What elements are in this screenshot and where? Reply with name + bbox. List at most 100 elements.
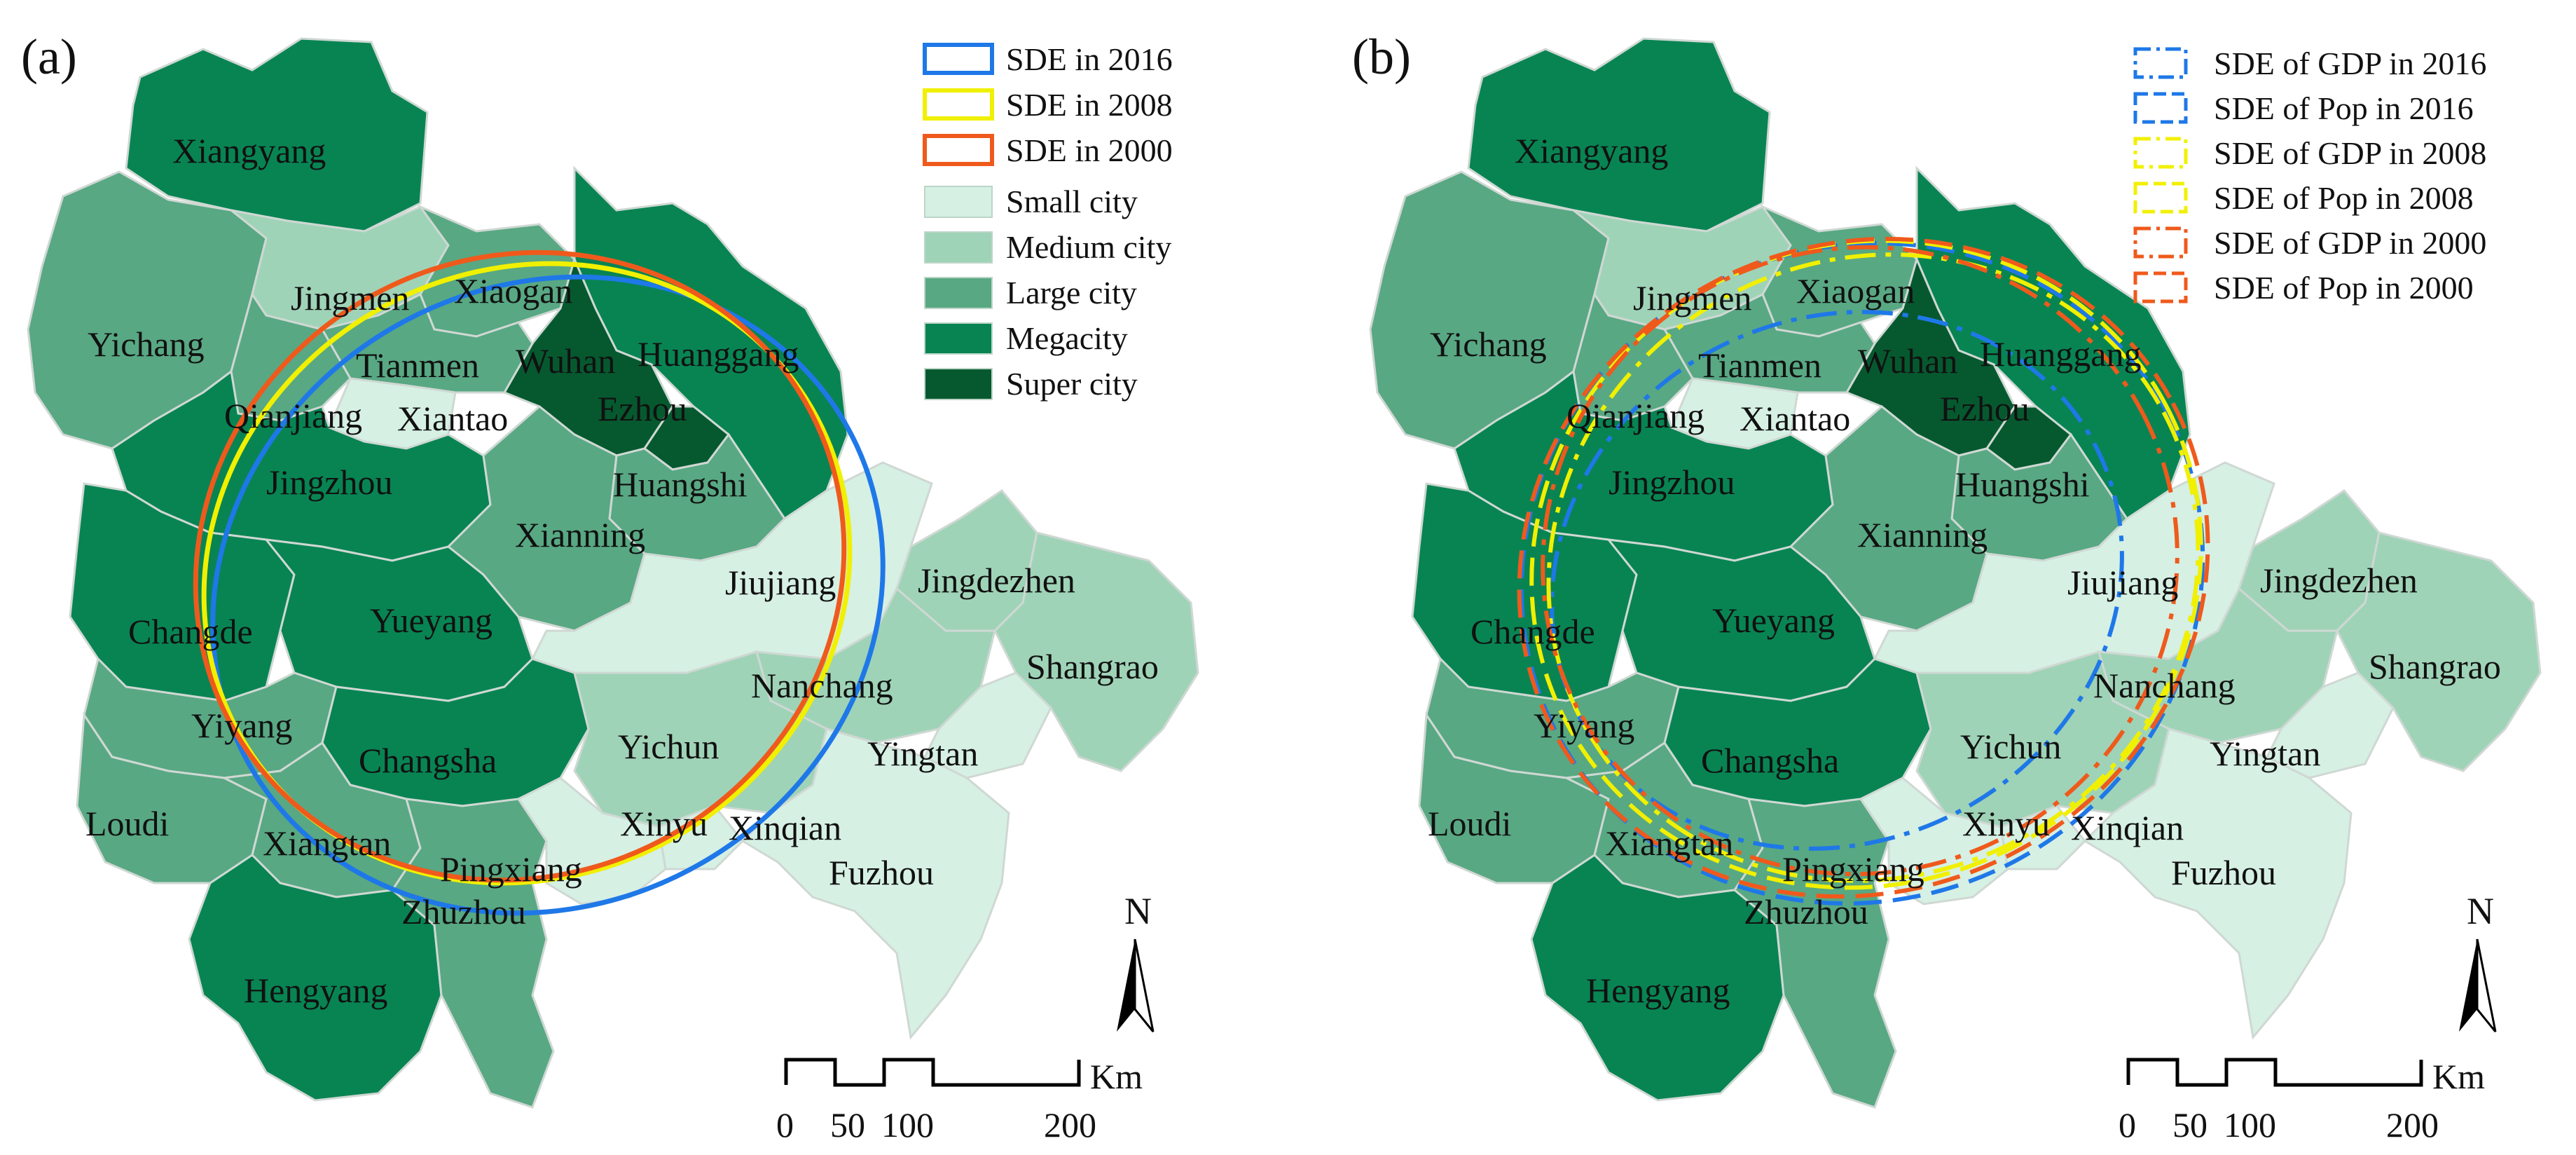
scale-tick-100-b: 100 bbox=[2224, 1105, 2276, 1144]
city-label-jingzhou: Jingzhou bbox=[266, 463, 393, 502]
city-label-jiujiang: Jiujiang bbox=[2067, 563, 2178, 602]
scale-bar-a: Km 0 50 100 200 bbox=[776, 1057, 1143, 1144]
city-label-xianning: Xianning bbox=[1857, 515, 1988, 554]
panel-b: (b) Xiangyang Jingmen Xiaogan Yichang Ti… bbox=[1352, 29, 2542, 1144]
city-label-ezhou: Ezhou bbox=[1940, 389, 2030, 428]
legend-label-sde-pop-2016: SDE of Pop in 2016 bbox=[2214, 90, 2474, 126]
north-arrow-left-half bbox=[1117, 939, 1135, 1032]
legend-label-large-city: Large city bbox=[1006, 275, 1137, 310]
city-label-changde: Changde bbox=[1470, 612, 1595, 651]
city-label-xiangtan: Xiangtan bbox=[1605, 823, 1733, 863]
city-label-changde: Changde bbox=[128, 612, 253, 651]
legend-swatch-sde-gdp-2008 bbox=[2133, 137, 2188, 169]
city-label-xiaogan: Xiaogan bbox=[454, 271, 572, 310]
city-label-xiaogan: Xiaogan bbox=[1796, 271, 1915, 310]
city-label-qianjiang: Qianjiang bbox=[224, 396, 362, 435]
city-label-yichang: Yichang bbox=[1430, 324, 1547, 364]
legend-swatch-sde-pop-2000 bbox=[2133, 271, 2188, 303]
city-label-tianmen: Tianmen bbox=[1698, 346, 1821, 385]
city-label-wuhan: Wuhan bbox=[516, 341, 615, 381]
city-label-xinqian: Xinqian bbox=[2071, 808, 2184, 847]
legend-swatch-sde-pop-2008 bbox=[2133, 182, 2188, 214]
city-label-changsha: Changsha bbox=[359, 741, 497, 780]
legend-swatch-sde-gdp-2016 bbox=[2133, 47, 2188, 79]
panel-label-b: (b) bbox=[1352, 29, 1411, 85]
legend-swatch-small-city bbox=[924, 186, 993, 218]
city-label-xiangyang: Xiangyang bbox=[172, 131, 326, 170]
legend-label-super-city: Super city bbox=[1006, 366, 1138, 402]
city-label-yiyang: Yiyang bbox=[191, 706, 292, 745]
legend-swatch-sde-pop-2016 bbox=[2133, 92, 2188, 124]
city-label-changsha: Changsha bbox=[1701, 741, 1839, 780]
city-label-jingmen: Jingmen bbox=[1633, 278, 1751, 317]
scale-unit-a: Km bbox=[1090, 1057, 1143, 1096]
city-label-yichun: Yichun bbox=[618, 727, 719, 766]
legend-label-sde-gdp-2016: SDE of GDP in 2016 bbox=[2214, 46, 2486, 81]
city-label-fuzhou: Fuzhou bbox=[829, 853, 934, 892]
city-label-xinqian: Xinqian bbox=[729, 808, 841, 847]
city-label-huanggang: Huanggang bbox=[1980, 334, 2142, 374]
legend-label-sde-gdp-2008: SDE of GDP in 2008 bbox=[2214, 135, 2486, 171]
scale-tick-50-b: 50 bbox=[2172, 1105, 2207, 1144]
city-label-huangshi: Huangshi bbox=[1955, 465, 2090, 504]
city-label-zhuzhou: Zhuzhou bbox=[1744, 892, 1868, 931]
city-labels-a: Xiangyang Jingmen Xiaogan Yichang Tianme… bbox=[85, 131, 1159, 1010]
north-arrow-right-half bbox=[2476, 938, 2497, 1032]
city-label-xiangtan: Xiangtan bbox=[263, 823, 391, 863]
city-label-xiantao: Xiantao bbox=[1740, 399, 1850, 438]
city-label-shangrao: Shangrao bbox=[1026, 647, 1159, 686]
sde-2016-ellipse bbox=[210, 274, 886, 916]
north-arrow-label-b: N bbox=[2467, 890, 2494, 932]
city-label-hengyang: Hengyang bbox=[1586, 971, 1730, 1010]
city-label-huangshi: Huangshi bbox=[613, 465, 748, 504]
legend-b: SDE of GDP in 2016 SDE of Pop in 2016 SD… bbox=[2133, 46, 2486, 306]
legend-label-megacity: Megacity bbox=[1006, 320, 1128, 356]
city-label-nanchang: Nanchang bbox=[2093, 666, 2236, 705]
city-label-yingtan: Yingtan bbox=[867, 734, 978, 773]
legend-swatch-super-city bbox=[924, 368, 993, 400]
city-label-xianning: Xianning bbox=[515, 515, 645, 554]
north-arrow-right-half bbox=[1134, 938, 1155, 1032]
city-labels-b: Xiangyang Jingmen Xiaogan Yichang Tianme… bbox=[1428, 131, 2501, 1010]
city-label-hengyang: Hengyang bbox=[244, 971, 388, 1010]
city-label-fuzhou: Fuzhou bbox=[2171, 853, 2276, 892]
city-label-yueyang: Yueyang bbox=[370, 601, 493, 640]
city-label-loudi: Loudi bbox=[85, 804, 169, 843]
scale-tick-0-a: 0 bbox=[776, 1105, 794, 1144]
scale-tick-0-b: 0 bbox=[2119, 1105, 2136, 1144]
legend-label-sde-2000: SDE in 2000 bbox=[1006, 132, 1173, 168]
city-label-loudi: Loudi bbox=[1428, 804, 1511, 843]
legend-label-sde-2016: SDE in 2016 bbox=[1006, 41, 1173, 77]
scale-tick-200-b: 200 bbox=[2386, 1105, 2439, 1144]
legend-swatch-sde-2000 bbox=[923, 134, 994, 166]
city-label-shangrao: Shangrao bbox=[2369, 647, 2501, 686]
city-label-xiangyang: Xiangyang bbox=[1515, 131, 1668, 170]
city-label-xinyu: Xinyu bbox=[620, 804, 708, 843]
city-label-wuhan: Wuhan bbox=[1858, 341, 1957, 381]
scale-unit-b: Km bbox=[2432, 1057, 2485, 1096]
sde-gdp-2008-ellipse bbox=[1546, 252, 2200, 883]
scale-tick-100-a: 100 bbox=[881, 1105, 934, 1144]
city-label-nanchang: Nanchang bbox=[751, 666, 893, 705]
city-label-jingdezhen: Jingdezhen bbox=[2260, 561, 2418, 600]
city-label-xinyu: Xinyu bbox=[1962, 804, 2050, 843]
legend-label-small-city: Small city bbox=[1006, 184, 1138, 219]
city-label-zhuzhou: Zhuzhou bbox=[401, 892, 526, 931]
city-label-yichun: Yichun bbox=[1960, 727, 2061, 766]
city-label-yingtan: Yingtan bbox=[2210, 734, 2320, 773]
sde-gdp-2016-ellipse bbox=[1550, 310, 2124, 851]
city-label-jingdezhen: Jingdezhen bbox=[918, 561, 1075, 600]
sde-pop-2000-ellipse bbox=[1517, 236, 2210, 899]
city-label-yichang: Yichang bbox=[88, 324, 205, 364]
city-label-pingxiang: Pingxiang bbox=[440, 849, 582, 889]
legend-a: SDE in 2016 SDE in 2008 SDE in 2000 Smal… bbox=[923, 41, 1173, 402]
panel-a: (a) Xiangyang Jingmen Xiaogan Yichang Ti… bbox=[21, 29, 1199, 1144]
city-label-ezhou: Ezhou bbox=[598, 389, 687, 428]
scale-tick-50-a: 50 bbox=[830, 1105, 865, 1144]
city-label-xiantao: Xiantao bbox=[397, 399, 508, 438]
city-label-huanggang: Huanggang bbox=[638, 334, 799, 374]
north-arrow-b: N bbox=[2459, 890, 2497, 1032]
scale-bar-line-a bbox=[784, 1058, 1081, 1087]
legend-label-sde-pop-2008: SDE of Pop in 2008 bbox=[2214, 180, 2474, 216]
